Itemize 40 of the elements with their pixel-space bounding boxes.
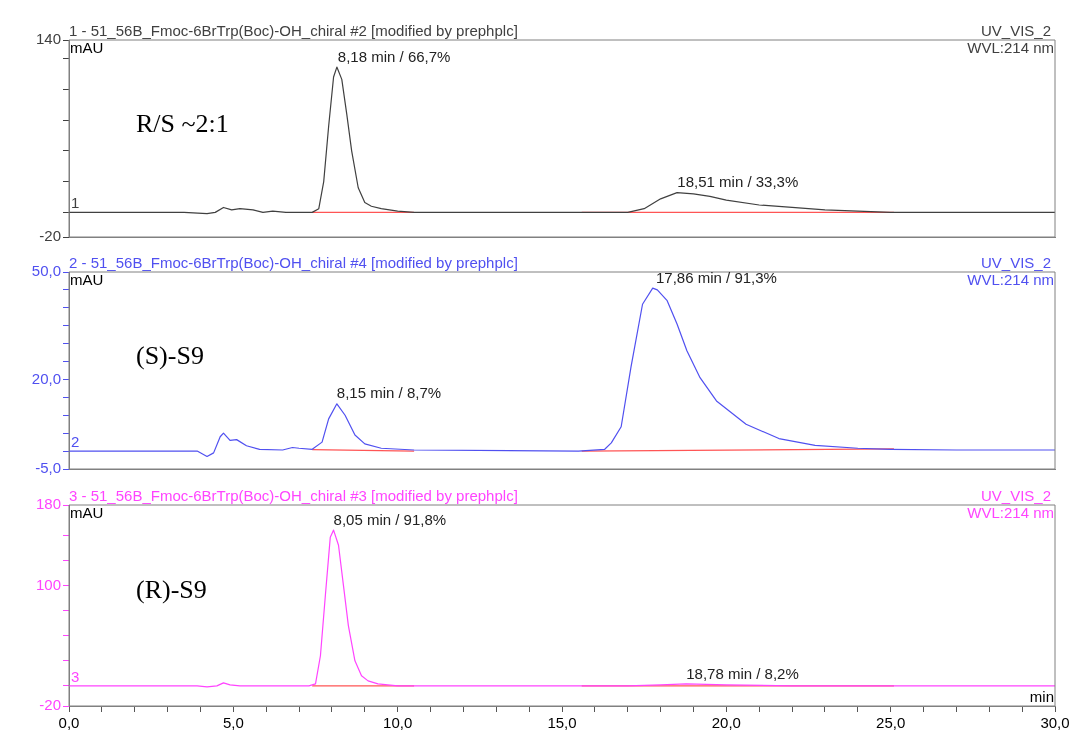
x-tick-label: 30,0 (1040, 714, 1070, 732)
annotation: 8,18 min / 66,7% (337, 47, 451, 65)
annotation: 2 (71, 432, 80, 450)
x-tick-label: 5,0 (222, 714, 244, 732)
annotation: 8,15 min / 8,7% (336, 384, 442, 402)
y-tick-label: 20,0 (31, 369, 61, 387)
annotation: 3 (71, 667, 80, 685)
y-axis-title: mAU (70, 38, 104, 56)
y-tick-label: 140 (35, 30, 61, 48)
annotation: (S)-S9 (136, 340, 204, 370)
y-tick-label: -20 (39, 696, 61, 714)
x-tick-label: 25,0 (876, 714, 906, 732)
y-tick-label: -20 (39, 227, 61, 245)
y-tick-label: 180 (35, 495, 61, 513)
y-axis-title: mAU (70, 503, 104, 521)
chart-title: 3 - 51_56B_Fmoc-6BrTrp(Boc)-OH_chiral #3 [modified by prephplc] (69, 486, 518, 504)
x-tick-label: 0,0 (58, 714, 80, 732)
annotation: 18,51 min / 33,3% (677, 173, 799, 191)
chart-title: 1 - 51_56B_Fmoc-6BrTrp(Boc)-OH_chiral #2 [modified by prephplc] (69, 21, 518, 39)
chart-subtitle: UV_VIS_2 (980, 486, 1051, 504)
x-tick-label: 20,0 (711, 714, 741, 732)
chart-subtitle: UV_VIS_2 (980, 21, 1051, 39)
annotation: WVL:214 nm (967, 503, 1054, 521)
annotation: 17,86 min / 91,3% (656, 268, 777, 286)
annotation: (R)-S9 (136, 575, 207, 605)
annotation: R/S ~2:1 (136, 108, 229, 138)
chart-subtitle: UV_VIS_2 (980, 253, 1051, 271)
x-tick-label: 15,0 (547, 714, 577, 732)
annotation: 8,05 min / 91,8% (333, 510, 447, 528)
y-tick-label: 50,0 (31, 262, 61, 280)
annotation: 18,78 min / 8,2% (686, 664, 799, 682)
chart-title: 2 - 51_56B_Fmoc-6BrTrp(Boc)-OH_chiral #4 [modified by prephplc] (69, 253, 518, 271)
annotation: 1 (71, 194, 80, 212)
y-tick-label: 100 (35, 575, 61, 593)
x-tick-label: 10,0 (383, 714, 413, 732)
y-axis-title: mAU (70, 270, 104, 288)
x-axis-title: min (1029, 687, 1054, 705)
y-tick-label: -5,0 (35, 459, 61, 477)
annotation: WVL:214 nm (967, 38, 1054, 56)
annotation: WVL:214 nm (967, 270, 1054, 288)
